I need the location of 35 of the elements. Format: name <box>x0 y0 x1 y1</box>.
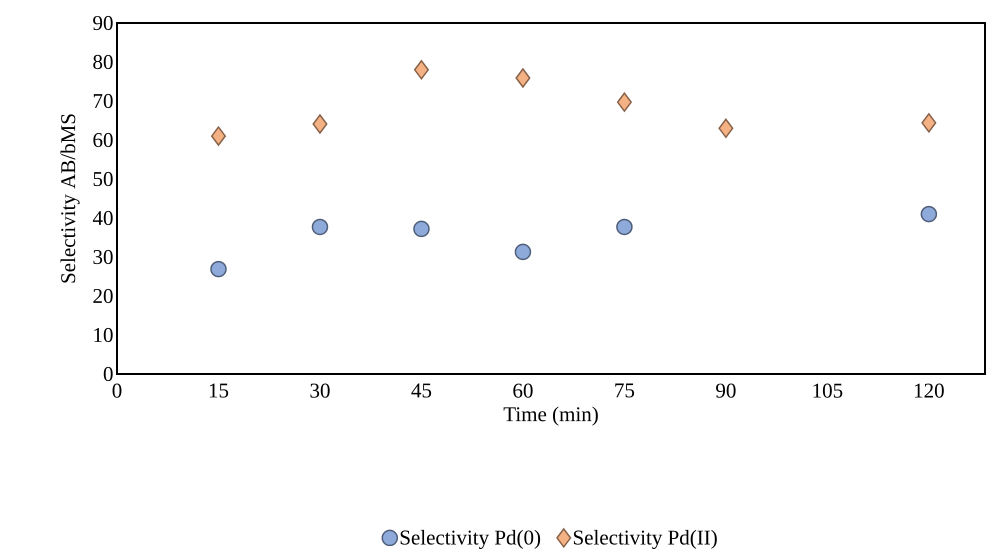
x-tick-label: 90 <box>716 384 736 398</box>
y-tick-label: 50 <box>94 172 113 186</box>
x-tick-label: 30 <box>310 384 330 398</box>
point <box>413 220 430 238</box>
y-tick-label: 10 <box>94 328 113 342</box>
x-tick-label: 75 <box>615 384 634 398</box>
point <box>514 244 532 260</box>
point <box>616 92 632 112</box>
x-tick-label: 120 <box>914 384 944 398</box>
y-axis-title: Selectivity AB/bMS <box>60 114 80 283</box>
point <box>210 260 227 278</box>
y-tick-label: 0 <box>104 366 113 382</box>
point <box>414 60 429 80</box>
point <box>312 114 328 134</box>
point <box>515 68 530 88</box>
y-tick-label: 70 <box>94 94 113 108</box>
legend-label: Selectivity Pd(II) <box>574 530 717 549</box>
point <box>921 113 936 133</box>
point <box>718 118 734 138</box>
x-tick-label: 105 <box>813 384 842 398</box>
y-tick-label: 40 <box>92 210 113 226</box>
point <box>210 126 226 146</box>
point <box>616 218 633 236</box>
point <box>920 206 938 222</box>
y-tick-label: 80 <box>93 54 113 70</box>
y-tick-label: 30 <box>93 250 113 264</box>
y-tick-label: 60 <box>93 132 113 148</box>
y-tick-label: 90 <box>93 16 113 30</box>
x-tick-label: 15 <box>210 384 228 398</box>
x-tick-label: 60 <box>513 384 533 398</box>
x-tick-label: 45 <box>411 384 432 398</box>
legend-label: Selectivity Pd(0) <box>400 530 540 549</box>
point <box>312 218 328 236</box>
x-axis-title: Time (min) <box>504 406 598 426</box>
y-tick-label: 20 <box>93 288 113 304</box>
